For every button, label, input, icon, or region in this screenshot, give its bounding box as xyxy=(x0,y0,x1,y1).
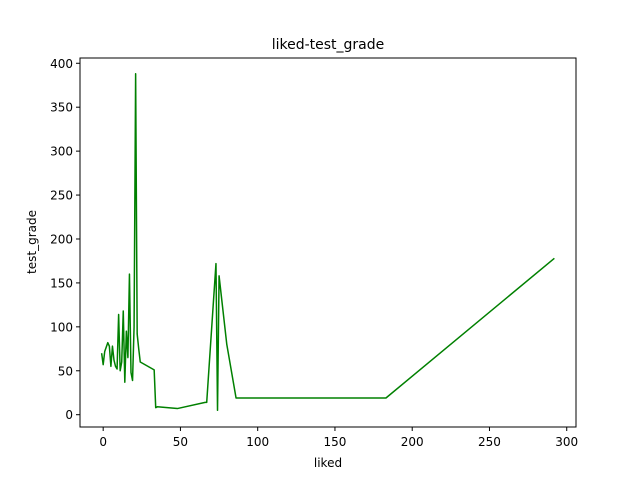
x-tick-label: 300 xyxy=(555,435,578,449)
x-tick-label: 50 xyxy=(173,435,188,449)
x-tick-label: 250 xyxy=(478,435,501,449)
plot-area xyxy=(100,73,555,412)
x-tick-label: 200 xyxy=(401,435,424,449)
y-axis-ticks: 0 50 100 150 200 250 300 350 400 xyxy=(50,57,80,422)
y-tick-label: 300 xyxy=(50,145,73,159)
y-tick-label: 200 xyxy=(50,232,73,246)
y-axis-label: test_grade xyxy=(25,210,39,274)
y-tick-label: 150 xyxy=(50,276,73,290)
x-axis-label: liked xyxy=(314,456,342,470)
x-tick-label: 0 xyxy=(99,435,107,449)
series-line xyxy=(100,73,555,412)
axes-frame xyxy=(79,57,577,428)
y-tick-label: 50 xyxy=(58,364,73,378)
y-tick-label: 400 xyxy=(50,57,73,71)
y-tick-label: 100 xyxy=(50,320,73,334)
y-tick-label: 350 xyxy=(50,101,73,115)
y-tick-label: 0 xyxy=(65,408,73,422)
x-tick-label: 150 xyxy=(324,435,347,449)
chart-title: liked-test_grade xyxy=(272,37,385,53)
y-tick-label: 250 xyxy=(50,189,73,203)
x-tick-label: 100 xyxy=(246,435,269,449)
x-axis-ticks: 0 50 100 150 200 250 300 xyxy=(99,427,578,449)
